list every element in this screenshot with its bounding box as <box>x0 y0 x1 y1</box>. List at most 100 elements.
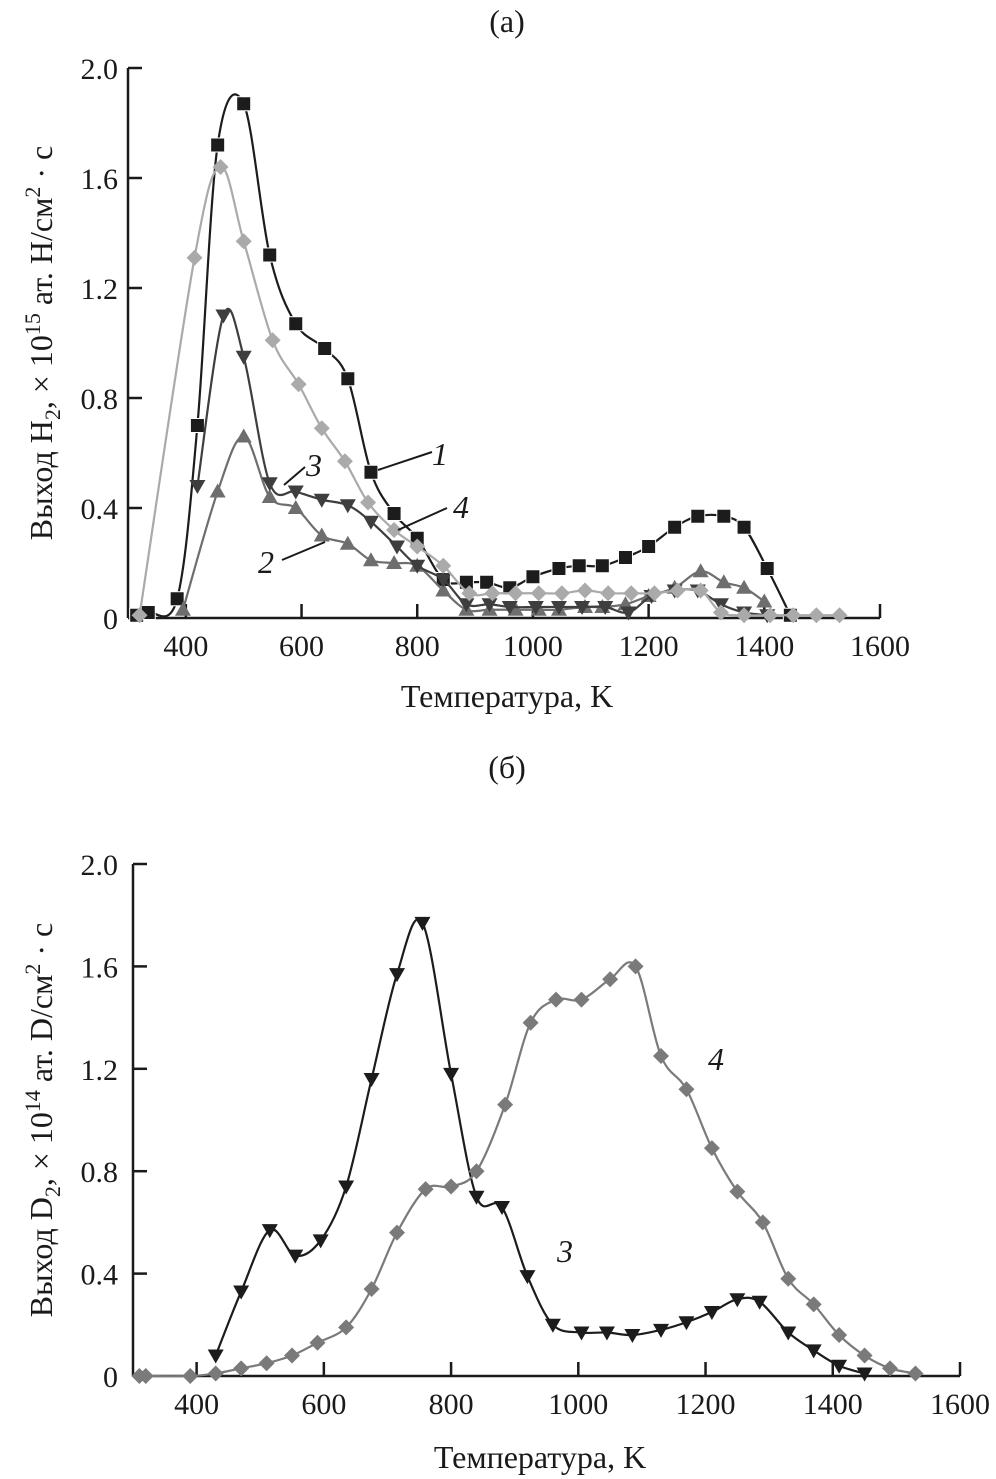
panel-a-series-1-point <box>288 316 304 332</box>
panel-b-series-3-point <box>544 1318 561 1333</box>
panel-a-series-1-point <box>594 558 610 574</box>
panel-b-series-3-point <box>443 1067 460 1082</box>
panel-a-series-1-point <box>262 247 278 263</box>
panel-a-series-2-point <box>313 527 330 542</box>
panel-b-series-4-point <box>497 1096 514 1113</box>
panel-b-series-4-point <box>573 991 590 1008</box>
panel-b-series-4-point <box>137 1368 154 1384</box>
panel-b-series-3-point <box>856 1367 873 1382</box>
panel-a-series-4-point <box>669 582 686 599</box>
panel-b-axes: 400 600 800 1000 1200 1400 1600 0 0.4 0.8 1.2 1.6 2.… <box>81 849 991 1421</box>
panel-b-series-4-point <box>389 1224 406 1241</box>
panel-a-annotations: 1 2 3 4 <box>258 436 469 580</box>
panel-a-series-1-point <box>690 508 706 524</box>
panel-a-series-4-point <box>336 453 353 470</box>
panel-a-series <box>129 93 848 624</box>
panel-a-series-1-point <box>386 506 402 521</box>
panel-b-series-4-point <box>233 1360 250 1377</box>
panel-b-y-tick-label: 0 <box>103 1361 118 1394</box>
panel-b-series-4-point <box>653 1048 670 1064</box>
panel-a-series-1-point <box>617 550 633 565</box>
panel-b-series-4-point <box>856 1347 873 1364</box>
panel-b-annotations: 34 <box>556 1041 724 1269</box>
panel-a-series-3-point <box>597 601 614 615</box>
panel-b-series-3-point <box>338 1180 355 1195</box>
panel-a-label: (a) <box>489 3 525 39</box>
panel-a-series-4-point <box>712 604 729 621</box>
panel-b-series-4-point <box>443 1178 460 1195</box>
panel-b-series-4-point <box>805 1296 822 1313</box>
panel-a-series-4-point <box>692 582 709 599</box>
panel-a-series-2-point <box>435 582 452 597</box>
panel-a-x-tick-label: 400 <box>163 630 208 663</box>
panel-b-series-3-point <box>312 1234 329 1249</box>
panel-b-x-tick-label: 1400 <box>803 1388 863 1421</box>
panel-b-y-tick-label: 0.4 <box>81 1259 119 1292</box>
panel-a-series-4-point <box>646 585 663 602</box>
panel-a: (a) 400 600 800 1000 1200 1400 1600 0 0.4 0.8 1.2 1… <box>20 3 910 714</box>
panel-b-series-3-point <box>831 1359 848 1374</box>
panel-b-series-3 <box>207 916 873 1382</box>
panel-b-y-tick-label: 0.8 <box>81 1156 119 1189</box>
panel-b: (б) 400 600 800 1000 1200 1400 1600 0 0.4 0.8 1.2 1… <box>20 749 990 1475</box>
panel-b-series-3-point <box>207 1349 224 1364</box>
panel-a-annotation-leader-4 <box>397 507 448 531</box>
panel-a-series-4-point <box>736 607 753 624</box>
panel-a-series-4-point <box>808 607 825 624</box>
panel-a-series-1 <box>129 93 798 623</box>
panel-b-series-4-point <box>882 1360 899 1377</box>
panel-a-y-tick-label: 0 <box>103 603 118 636</box>
panel-a-series-2-point <box>692 563 709 578</box>
panel-b-series-3-point <box>363 1073 380 1088</box>
panel-a-series-3-point <box>313 493 330 508</box>
panel-a-y-tick-label: 0.8 <box>81 383 119 416</box>
panel-a-series-4-point <box>212 159 229 175</box>
panel-a-series-1-point <box>641 539 657 554</box>
panel-a-x-tick-label: 1600 <box>850 630 910 663</box>
panel-a-y-tick-label: 0.4 <box>81 493 119 526</box>
panel-b-series-4-point <box>780 1270 797 1287</box>
panel-b-series-3-point <box>414 916 431 931</box>
panel-b-series-4-point <box>703 1140 720 1157</box>
panel-b-series-3-point <box>598 1326 615 1341</box>
panel-a-series-1-point <box>189 418 205 433</box>
panel-a-series-4-point <box>600 585 617 602</box>
panel-a-series-2-point <box>386 555 403 569</box>
panel-a-series-3-point <box>362 515 379 530</box>
panel-a-series-3-point <box>550 601 567 615</box>
panel-a-series-4-point <box>386 522 403 538</box>
panel-a-series-3-point <box>235 350 252 365</box>
panel-a-series-4-point <box>576 582 593 599</box>
panel-a-series-1-line <box>136 93 792 618</box>
panel-a-series-3-point <box>435 573 452 588</box>
panel-a-y-tick-label: 1.2 <box>81 273 119 306</box>
panel-a-series-2-point <box>756 593 773 608</box>
panel-a-series-2-point <box>174 601 191 616</box>
panel-b-series-3-point <box>493 1201 510 1216</box>
panel-a-series-4-point <box>131 607 148 624</box>
panel-a-series-3-point <box>620 606 637 621</box>
panel-a-series-4-point <box>290 376 307 393</box>
panel-b-series-3-point <box>233 1285 250 1300</box>
panel-b-series-4-point <box>284 1347 301 1364</box>
panel-a-series-1-point <box>317 341 333 356</box>
panel-a-series-2-point <box>235 428 252 443</box>
panel-b-series-4-point <box>754 1214 771 1231</box>
panel-a-series-2-point <box>261 489 278 503</box>
panel-a-series-4-point <box>623 585 640 602</box>
panel-b-series-3-point <box>729 1293 746 1308</box>
panel-a-series-4-point <box>785 607 802 624</box>
panel-b-x-tick-label: 1000 <box>548 1388 608 1421</box>
panel-b-series-4-point <box>363 1280 380 1297</box>
panel-a-series-4-point <box>530 585 547 602</box>
panel-a-series-4-point <box>264 332 281 349</box>
panel-a-series-4-point <box>507 585 524 602</box>
panel-a-series-2-point <box>287 500 304 514</box>
panel-a-series-3-point <box>261 477 278 492</box>
panel-a-series-4-point <box>831 607 848 624</box>
panel-a-annotation-leader-2 <box>281 541 326 561</box>
panel-a-series-1-point <box>667 519 683 535</box>
panel-b-x-axis-title: Температура, K <box>434 1439 646 1475</box>
panel-a-series-1-point <box>210 137 226 153</box>
